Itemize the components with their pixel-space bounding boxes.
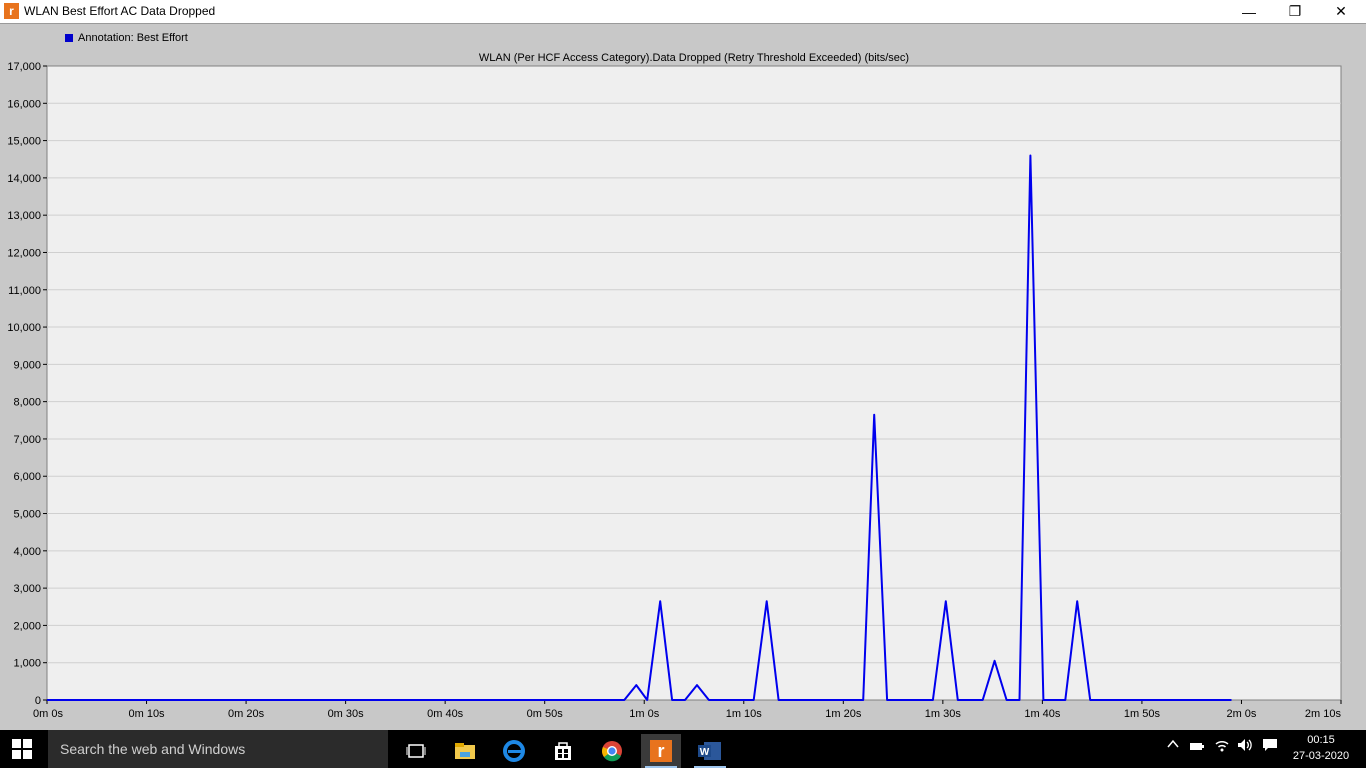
x-tick-label: 1m 50s — [1124, 708, 1161, 720]
y-tick-label: 5,000 — [13, 509, 41, 521]
notification-icon[interactable] — [1262, 738, 1278, 755]
file-explorer-icon[interactable] — [445, 734, 485, 768]
y-tick-label: 12,000 — [7, 247, 41, 259]
x-tick-label: 0m 20s — [228, 708, 265, 720]
clock-time: 00:15 — [1307, 734, 1335, 746]
legend: Annotation: Best Effort — [65, 32, 188, 44]
chart-title: WLAN (Per HCF Access Category).Data Drop… — [479, 52, 909, 64]
x-tick-label: 2m 0s — [1226, 708, 1256, 720]
clock-date: 27-03-2020 — [1292, 750, 1350, 762]
y-tick-label: 2,000 — [13, 620, 41, 632]
x-tick-label: 1m 10s — [726, 708, 763, 720]
x-tick-label: 1m 20s — [825, 708, 862, 720]
riverbed-app-icon: r — [4, 3, 19, 19]
x-tick-label: 0m 50s — [527, 708, 564, 720]
y-tick-label: 11,000 — [8, 285, 41, 297]
task-view-icon[interactable] — [396, 734, 436, 768]
y-tick-label: 9,000 — [13, 359, 41, 371]
legend-label: Annotation: Best Effort — [78, 32, 188, 44]
riverbed-icon[interactable]: r — [641, 734, 681, 768]
svg-text:r: r — [657, 741, 664, 761]
x-tick-label: 1m 0s — [629, 708, 659, 720]
minimize-button[interactable]: — — [1242, 3, 1256, 20]
chevron-up-icon[interactable] — [1167, 738, 1179, 753]
y-tick-label: 14,000 — [7, 173, 41, 185]
line-chart: WLAN (Per HCF Access Category).Data Drop… — [7, 52, 1342, 720]
y-tick-label: 13,000 — [7, 210, 41, 222]
close-button[interactable]: ✕ — [1335, 3, 1347, 19]
y-tick-label: 15,000 — [7, 136, 41, 148]
y-tick-label: 4,000 — [13, 546, 41, 558]
start-button[interactable] — [12, 739, 32, 759]
legend-swatch — [65, 34, 73, 42]
series-line-best-effort — [47, 154, 1232, 701]
x-tick-label: 0m 0s — [33, 708, 63, 720]
store-icon[interactable] — [543, 734, 583, 768]
y-tick-label: 16,000 — [7, 98, 41, 110]
x-tick-label: 0m 10s — [128, 708, 165, 720]
wifi-icon[interactable] — [1214, 738, 1230, 755]
title-bar: r WLAN Best Effort AC Data Dropped — ❐ ✕ — [0, 0, 1366, 23]
window-title: WLAN Best Effort AC Data Dropped — [24, 4, 216, 18]
x-tick-label: 1m 40s — [1024, 708, 1061, 720]
y-tick-label: 0 — [35, 695, 41, 707]
y-tick-label: 10,000 — [7, 322, 41, 334]
plot-background — [46, 65, 1342, 701]
edge-icon[interactable] — [494, 734, 534, 768]
y-tick-label: 7,000 — [13, 434, 41, 446]
y-tick-label: 3,000 — [13, 583, 41, 595]
x-tick-label: 2m 10s — [1305, 708, 1342, 720]
search-placeholder: Search the web and Windows — [60, 741, 246, 757]
clock[interactable]: 00:15 27-03-2020 — [1290, 732, 1352, 764]
x-tick-label: 0m 40s — [427, 708, 464, 720]
maximize-button[interactable]: ❐ — [1288, 3, 1302, 19]
search-box[interactable]: Search the web and Windows — [48, 730, 388, 768]
y-tick-label: 8,000 — [13, 397, 41, 409]
volume-icon[interactable] — [1237, 738, 1253, 755]
y-tick-label: 6,000 — [13, 471, 41, 483]
word-icon[interactable]: W — [690, 734, 730, 768]
x-tick-label: 1m 30s — [925, 708, 962, 720]
chrome-icon[interactable] — [592, 734, 632, 768]
battery-icon[interactable] — [1189, 740, 1205, 755]
y-tick-label: 1,000 — [13, 658, 41, 670]
chart-area: WLAN (Per HCF Access Category).Data Drop… — [0, 23, 1366, 731]
taskbar: Search the web and Windows r W 00:15 27-… — [0, 730, 1366, 768]
svg-text:W: W — [700, 747, 710, 758]
x-tick-label: 0m 30s — [328, 708, 365, 720]
y-tick-label: 17,000 — [7, 61, 41, 73]
